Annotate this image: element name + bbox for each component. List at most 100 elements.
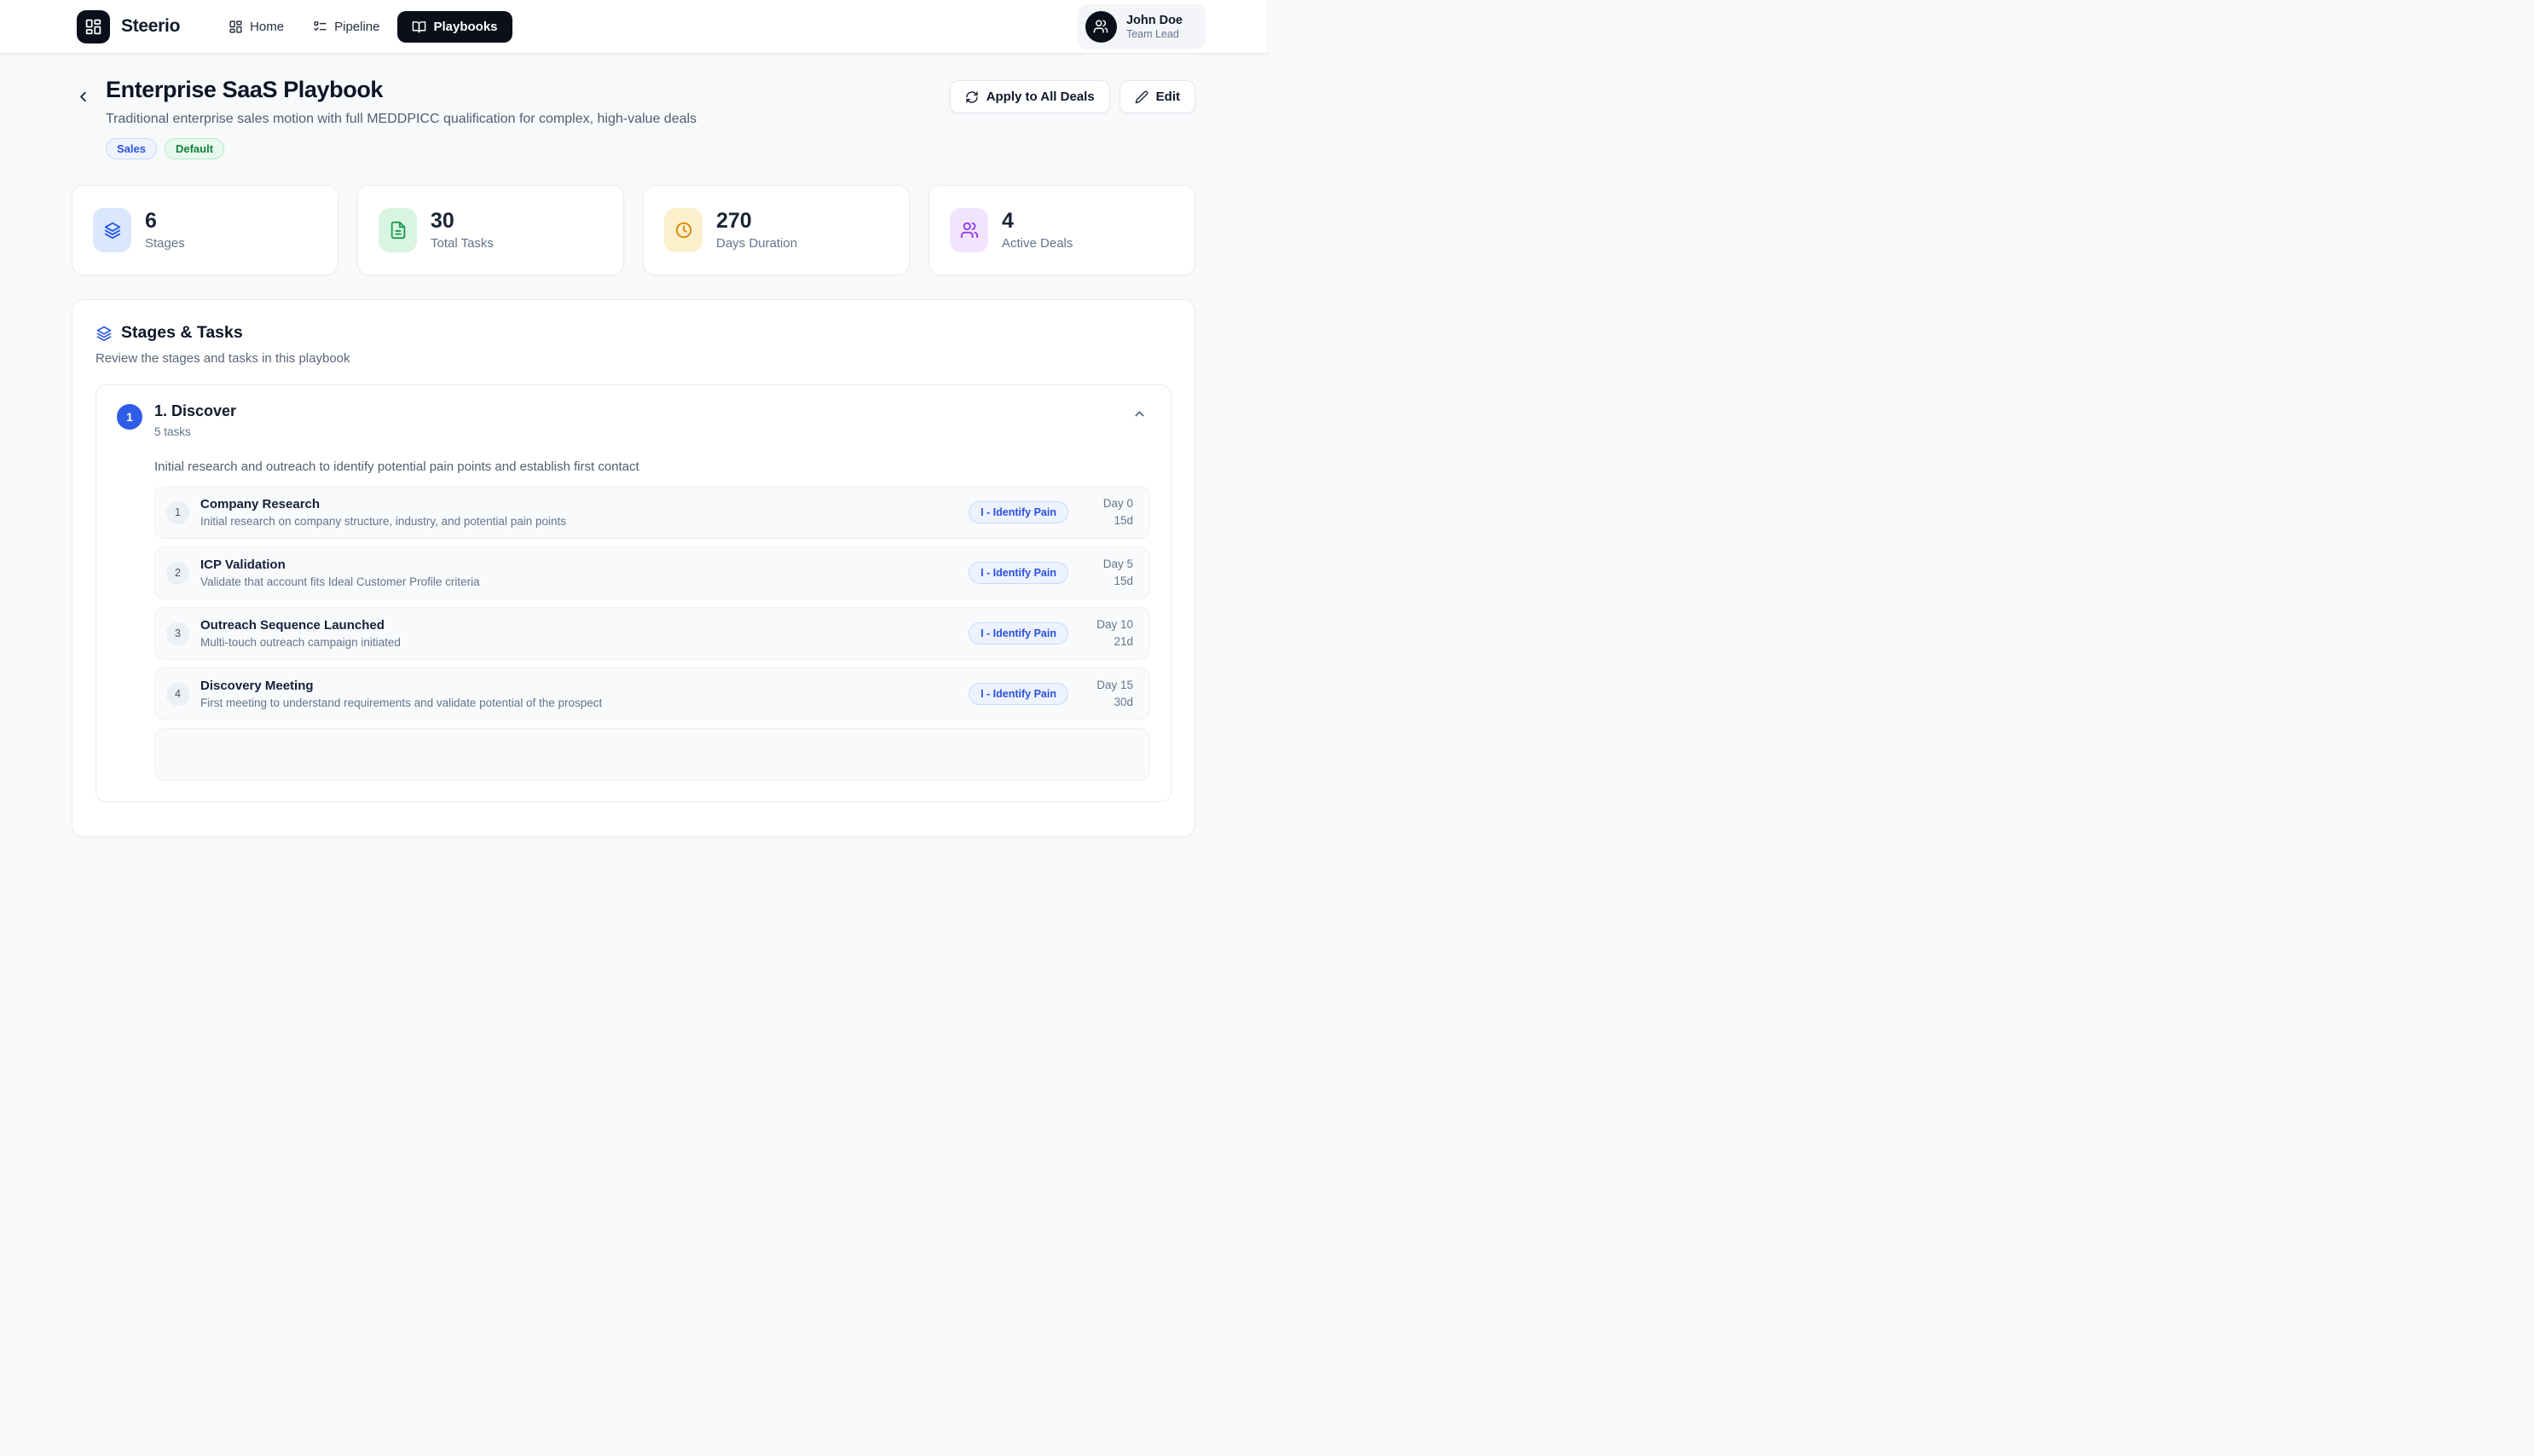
stat-text: 30 Total Tasks <box>431 208 494 251</box>
dashboard-icon <box>229 20 242 33</box>
task-day: Day 0 <box>1102 497 1133 511</box>
page-header: Enterprise SaaS Playbook Traditional ent… <box>72 77 1195 159</box>
stat-value: 30 <box>431 208 454 233</box>
user-menu[interactable]: John Doe Team Lead <box>1077 3 1206 49</box>
nav-item-home[interactable]: Home <box>217 12 295 42</box>
stat-label: Days Duration <box>716 236 798 251</box>
stage-title-block: 1. Discover 5 tasks <box>154 402 236 438</box>
meddpicc-badge: I - Identify Pain <box>969 501 1068 523</box>
task-number-badge: 3 <box>166 621 189 645</box>
task-duration: 15d <box>1114 575 1133 587</box>
stat-text: 270 Days Duration <box>716 208 798 251</box>
task-list: 1 Company Research Initial research on c… <box>154 486 1150 781</box>
stat-icon-tile <box>379 208 417 252</box>
task-main: Discovery Meeting First meeting to under… <box>200 679 957 709</box>
stage-description: Initial research and outreach to identif… <box>154 459 639 474</box>
file-text-icon <box>391 221 405 240</box>
nav-item-label: Playbooks <box>433 19 498 34</box>
stat-card-days-duration: 270 Days Duration <box>643 185 910 275</box>
stage-header[interactable]: 1 1. Discover 5 tasks <box>117 402 1150 438</box>
users-icon <box>960 222 978 239</box>
user-name: John Doe <box>1125 13 1183 27</box>
nav-item-label: Home <box>250 19 285 34</box>
collapse-stage-button[interactable] <box>1129 403 1150 425</box>
layers-icon <box>96 326 112 341</box>
brand: Steerio <box>77 9 181 43</box>
task-row[interactable]: 3 Outreach Sequence Launched Multi-touch… <box>154 607 1150 660</box>
task-row[interactable]: 1 Company Research Initial research on c… <box>154 486 1150 539</box>
task-number-badge: 2 <box>166 561 189 585</box>
user-meta: John Doe Team Lead <box>1126 14 1183 40</box>
stage-body: Initial research and outreach to identif… <box>154 459 1150 781</box>
nav-item-label: Pipeline <box>334 19 380 34</box>
nav-item-pipeline[interactable]: Pipeline <box>302 12 391 42</box>
page-content: Enterprise SaaS Playbook Traditional ent… <box>0 54 1267 837</box>
section-subtitle: Review the stages and tasks in this play… <box>95 351 350 366</box>
task-row[interactable]: 2 ICP Validation Validate that account f… <box>154 546 1150 599</box>
edit-button[interactable]: Edit <box>1119 80 1195 113</box>
page-title: Enterprise SaaS Playbook <box>106 77 384 102</box>
task-main: Outreach Sequence Launched Multi-touch o… <box>200 618 957 649</box>
task-timing: Day 15 30d <box>1084 677 1133 710</box>
stat-icon-tile <box>93 208 131 252</box>
clock-icon <box>675 222 691 239</box>
stage-number-badge: 1 <box>117 404 142 430</box>
stage-task-count: 5 tasks <box>154 425 191 438</box>
task-title: Company Research <box>200 497 321 511</box>
stats-grid: 6 Stages 30 Total Tasks <box>72 185 1195 275</box>
dashboard-icon <box>85 19 101 34</box>
task-day: Day 15 <box>1096 679 1133 692</box>
stat-card-active-deals: 4 Active Deals <box>929 185 1195 275</box>
chevron-left-icon <box>80 91 86 101</box>
section-title-row: Stages & Tasks <box>95 323 1172 343</box>
meddpicc-badge: I - Identify Pain <box>969 622 1068 644</box>
task-duration: 21d <box>1114 635 1133 648</box>
task-description: Validate that account fits Ideal Custome… <box>200 575 480 588</box>
stat-value: 6 <box>145 208 157 233</box>
task-duration: 15d <box>1114 514 1133 527</box>
task-number-badge: 1 <box>166 500 189 524</box>
refresh-icon <box>966 90 978 103</box>
stat-label: Active Deals <box>1002 236 1073 251</box>
title-block: Enterprise SaaS Playbook Traditional ent… <box>106 77 697 159</box>
apply-to-all-deals-button[interactable]: Apply to All Deals <box>949 80 1110 113</box>
brand-name: Steerio <box>121 16 181 36</box>
meddpicc-badge: I - Identify Pain <box>969 562 1068 584</box>
back-button[interactable] <box>72 84 95 108</box>
task-main: Company Research Initial research on com… <box>200 497 957 528</box>
stat-value: 4 <box>1002 208 1014 233</box>
nav-item-playbooks[interactable]: Playbooks <box>397 10 512 43</box>
section-title: Stages & Tasks <box>121 323 243 342</box>
stat-label: Stages <box>145 236 185 251</box>
apply-button-label: Apply to All Deals <box>986 90 1095 104</box>
task-timing: Day 0 15d <box>1084 495 1133 529</box>
stat-text: 6 Stages <box>145 208 185 251</box>
task-title: Outreach Sequence Launched <box>200 618 385 633</box>
task-timing: Day 5 15d <box>1084 556 1133 589</box>
users-icon <box>1094 20 1108 33</box>
layers-icon <box>104 222 120 240</box>
stat-icon-tile <box>950 208 988 252</box>
stat-value: 270 <box>716 208 752 233</box>
stat-card-stages: 6 Stages <box>72 185 338 275</box>
task-main: ICP Validation Validate that account fit… <box>200 558 957 588</box>
stage-card-discover: 1 1. Discover 5 tasks Initial research a… <box>95 384 1172 802</box>
top-nav: Steerio Home Pipeline <box>0 0 1267 54</box>
sales-badge: Sales <box>106 138 157 159</box>
task-timing: Day 10 21d <box>1084 616 1133 650</box>
brand-logo[interactable] <box>77 9 110 43</box>
task-title: Discovery Meeting <box>200 679 314 693</box>
edit-button-label: Edit <box>1155 90 1180 104</box>
list-todo-icon <box>314 20 327 31</box>
task-row-partial[interactable] <box>154 728 1150 781</box>
default-badge: Default <box>164 138 225 159</box>
task-number-badge: 4 <box>166 682 189 706</box>
book-open-icon <box>413 20 426 33</box>
stage-title: 1. Discover <box>154 402 237 419</box>
task-duration: 30d <box>1114 696 1133 708</box>
task-description: First meeting to understand requirements… <box>200 696 603 709</box>
user-role: Team Lead <box>1125 27 1179 40</box>
meddpicc-badge: I - Identify Pain <box>969 683 1068 705</box>
task-row[interactable]: 4 Discovery Meeting First meeting to und… <box>154 667 1150 720</box>
stat-card-total-tasks: 30 Total Tasks <box>357 185 624 275</box>
